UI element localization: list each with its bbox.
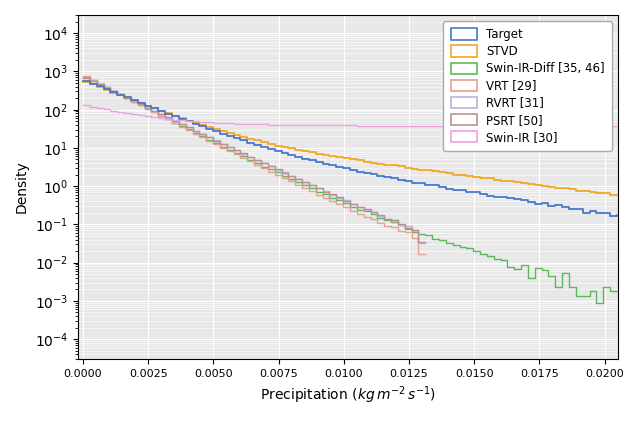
VRT [29] [79,74,87,79]
STVD [319,152,326,157]
STVD [408,166,415,171]
Swin-IR [30] [620,123,628,128]
Target [319,161,326,166]
RVRT [31] [401,223,408,228]
Line: Swin-IR [30]: Swin-IR [30] [83,105,624,126]
Line: PSRT [50]: PSRT [50] [83,77,419,242]
Swin-IR [30] [408,123,415,128]
PSRT [50] [79,75,87,80]
Target [401,179,408,184]
Target [79,78,87,83]
STVD [428,169,436,174]
VRT [29] [408,235,415,240]
Swin-IR [30] [319,123,326,128]
X-axis label: Precipitation ($kg\,m^{-2}\,s^{-1}$): Precipitation ($kg\,m^{-2}\,s^{-1}$) [260,384,436,406]
Swin-IR [30] [558,123,566,128]
PSRT [50] [319,189,326,195]
Line: STVD: STVD [83,82,624,196]
PSRT [50] [408,228,415,233]
Legend: Target, STVD, Swin-IR-Diff [35, 46], VRT [29], RVRT [31], PSRT [50], Swin-IR [30: Target, STVD, Swin-IR-Diff [35, 46], VRT… [444,21,612,151]
Y-axis label: Density: Density [15,161,29,213]
Line: RVRT [31]: RVRT [31] [83,77,419,243]
Swin-IR [30] [449,123,456,128]
Swin-IR-Diff [35, 46] [428,237,436,242]
Target [449,188,456,193]
Swin-IR-Diff [35, 46] [558,270,566,275]
STVD [558,185,566,190]
Line: Swin-IR-Diff [35, 46]: Swin-IR-Diff [35, 46] [83,77,624,303]
RVRT [31] [79,75,87,80]
Swin-IR-Diff [35, 46] [593,300,600,305]
Swin-IR-Diff [35, 46] [620,289,628,294]
Swin-IR-Diff [35, 46] [401,226,408,232]
STVD [79,79,87,84]
RVRT [31] [319,189,326,194]
Swin-IR-Diff [35, 46] [79,74,87,79]
Line: Target: Target [83,81,624,218]
STVD [620,193,628,198]
VRT [29] [319,195,326,200]
Swin-IR-Diff [35, 46] [408,229,415,234]
RVRT [31] [408,228,415,233]
Line: VRT [29]: VRT [29] [83,77,419,253]
Swin-IR [30] [586,123,593,128]
Target [558,205,566,210]
Swin-IR-Diff [35, 46] [449,243,456,248]
STVD [401,165,408,170]
Target [408,180,415,185]
STVD [449,172,456,177]
Swin-IR-Diff [35, 46] [319,192,326,197]
Swin-IR [30] [428,123,436,128]
Target [428,182,436,187]
Swin-IR [30] [79,103,87,108]
PSRT [50] [401,225,408,230]
Target [620,216,628,221]
VRT [29] [401,229,408,234]
Swin-IR [30] [401,123,408,128]
